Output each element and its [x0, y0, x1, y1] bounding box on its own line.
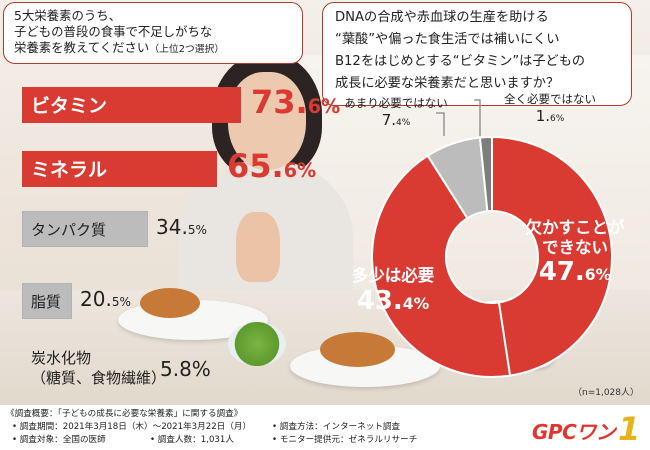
bar-category-text: 脂質	[31, 293, 62, 311]
bar-4: 脂質	[22, 283, 72, 319]
bar-value-main: 5.8%	[160, 357, 211, 381]
person-face	[228, 72, 306, 170]
bar-value-label: 20.5%	[80, 287, 131, 311]
slice-value-decimal: 4%	[402, 294, 430, 313]
bar-value-main: 65.	[227, 147, 284, 185]
survey-target: • 調査対象：全国の医師	[12, 435, 106, 445]
slice-label-text: 多少は必要	[351, 266, 435, 285]
bar-3: タンパク質	[22, 211, 148, 247]
bar-value-label: 34.5%	[156, 215, 207, 239]
right-question-bubble: DNAの合成や赤血球の生産を助ける “葉酸”や偏った食生活では補いにくい B12…	[322, 2, 632, 106]
survey-method: • 調査方法：インターネット調査	[272, 422, 401, 432]
left-question-bubble: 5大栄養素のうち、 子どもの普段の食事で不足しがちな 栄養素を教えてください（上…	[3, 2, 303, 64]
slice-label-4: 全く必要ではない 1.6%	[488, 92, 612, 129]
leader-line	[474, 99, 481, 136]
survey-period: • 調査期間：2021年3月18日（木）～2021年3月22日（月）	[12, 422, 252, 432]
survey-heading: 《調査概要：「子どもの成長に必要な栄養素」に関する調査》	[6, 409, 243, 419]
bar-value-label: 73.6%	[251, 83, 340, 121]
slice-label-3: あまり必要ではない 7.4%	[334, 96, 458, 133]
bar-category-text: 炭水化物	[31, 349, 92, 367]
bread-image	[320, 332, 395, 367]
bar-value-label: 65.6%	[227, 147, 316, 185]
bar-category-text: ビタミン	[31, 95, 108, 117]
person-hands	[236, 212, 280, 282]
bar-category-text: タンパク質	[31, 221, 107, 239]
footer: 《調査概要：「子どもの成長に必要な栄養素」に関する調査》 • 調査期間：2021…	[0, 405, 650, 450]
left-question-note: （上位2つ選択）	[149, 44, 225, 55]
left-question-text: 栄養素を教えてください	[14, 40, 150, 55]
right-question-line1: DNAの合成や赤血球の生産を助ける	[335, 10, 549, 25]
slice-label-text: 全く必要ではない	[504, 92, 596, 106]
survey-provider: • モニター提供元：ゼネラルリサーチ	[272, 435, 418, 445]
slice-label-text: 欠かすことが	[525, 218, 625, 237]
slice-label-2: 多少は必要 43.4%	[330, 266, 456, 319]
slice-value-decimal: 6%	[550, 113, 565, 124]
slice-label-text: あまり必要ではない	[344, 96, 448, 110]
left-question-line1: 5大栄養素のうち、	[14, 8, 122, 23]
slice-value-main: 1.	[535, 106, 551, 125]
leader-line	[436, 112, 445, 136]
bar-5: 炭水化物 （糖質、食物繊維）	[22, 343, 166, 397]
slice-label-1: 欠かすことが できない 47.6%	[520, 218, 630, 290]
donut-slice-4	[478, 135, 493, 213]
bar-value-decimal: 5%	[187, 223, 207, 237]
slice-value-decimal: 4%	[396, 117, 411, 128]
logo-text: GPCワン	[532, 420, 616, 444]
right-question-line3: B12をはじめとする“ビタミン”は子どもの	[335, 54, 586, 69]
bar-category-label: ミネラル	[31, 152, 107, 188]
slice-value-decimal: 6%	[584, 266, 612, 284]
bar-2: ミネラル	[22, 151, 217, 187]
slice-value-main: 43.	[356, 285, 403, 316]
bar-category-text: （糖質、食物繊維）	[31, 369, 167, 387]
bar-category-text: ミネラル	[31, 159, 108, 181]
right-question-line2: “葉酸”や偏った食生活では補いにくい	[335, 32, 560, 47]
bar-value-label: 5.8%	[160, 357, 211, 381]
sample-size-note: （n=1,028人）	[573, 388, 640, 398]
salad-image	[228, 322, 286, 366]
bar-value-main: 34.	[156, 215, 188, 239]
bar-value-main: 20.	[80, 287, 112, 311]
slice-value: 7.4%	[334, 111, 458, 133]
slice-value-main: 47.	[538, 257, 585, 287]
bread-image	[140, 288, 200, 318]
slice-value: 47.6%	[520, 257, 630, 290]
right-question-line4: 成長に必要な栄養素だと思いますか？	[335, 76, 560, 91]
bar-value-decimal: 6%	[307, 95, 341, 118]
slice-value: 43.4%	[330, 286, 456, 319]
left-question-line3: 栄養素を教えてください（上位2つ選択）	[14, 40, 294, 58]
gpc-one-logo: GPCワン 1	[532, 410, 644, 448]
slice-label-text: できない	[542, 237, 608, 257]
bar-category-label: 脂質	[31, 284, 61, 320]
logo-mark: 1	[618, 410, 641, 448]
survey-count: • 調査人数：1,031人	[150, 435, 234, 445]
left-question-line2: 子どもの普段の食事で不足しがちな	[14, 24, 213, 39]
bar-category-label: タンパク質	[31, 212, 106, 248]
slice-value: 1.6%	[488, 107, 612, 129]
bar-1: ビタミン	[22, 87, 241, 123]
bar-category-label: 炭水化物 （糖質、食物繊維）	[31, 348, 166, 388]
donut-slice-1	[491, 135, 613, 377]
bar-category-label: ビタミン	[31, 88, 107, 124]
bar-value-decimal: 6%	[283, 159, 317, 182]
slice-value-main: 7.	[381, 110, 397, 129]
bar-value-main: 73.	[251, 83, 308, 121]
donut-slice-2	[371, 154, 512, 378]
bar-value-decimal: 5%	[111, 295, 131, 309]
